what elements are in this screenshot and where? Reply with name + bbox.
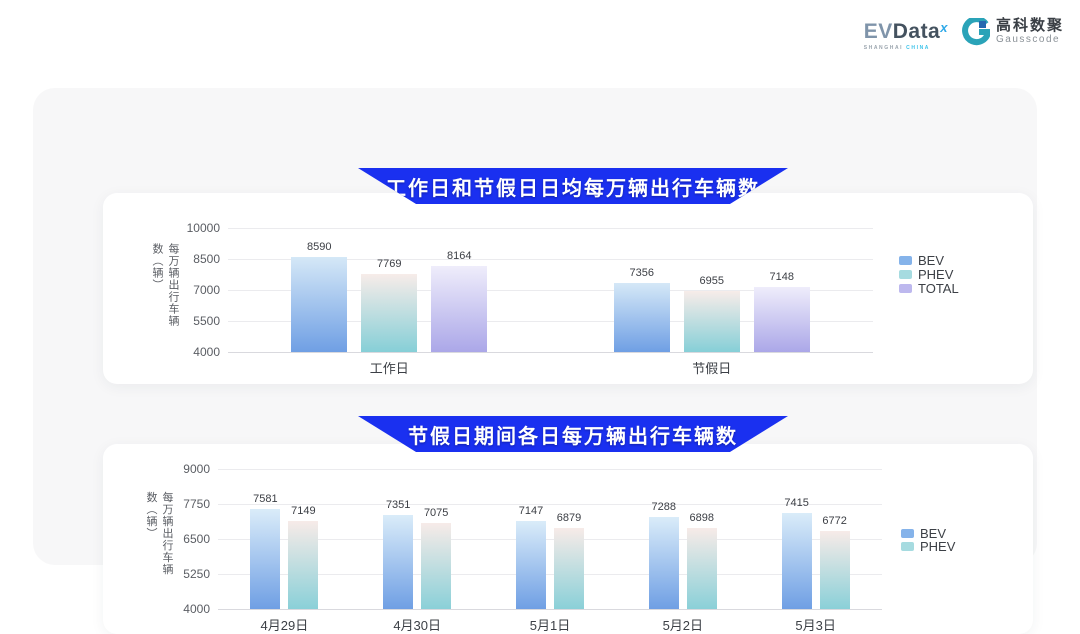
x-category-label: 5月3日 (795, 618, 836, 633)
evdata-sub-shanghai: SHANGHAI (863, 45, 904, 51)
bar-value-label: 7415 (784, 497, 809, 510)
chart1-card: 4000 5500 7000 8500 10000 每万辆出行车辆数（辆） 8590 7769… (103, 193, 1033, 384)
legend-swatch (899, 270, 912, 279)
bar-value-label: 7075 (423, 506, 449, 519)
bar-phev (554, 528, 584, 609)
legend-swatch (901, 542, 914, 551)
bar-value-label: 7351 (385, 499, 411, 512)
bar-phev (421, 522, 452, 609)
gridline (228, 228, 873, 229)
bar-total (753, 286, 810, 352)
evdata-logo: EVDatax SHANGHAI CHINA (864, 18, 948, 51)
chart1-title: 工作日和节假日日均每万辆出行车辆数 (386, 177, 760, 200)
bar-bev (516, 520, 546, 609)
x-category-label: 4月29日 (260, 618, 309, 633)
bar-value-label: 6898 (689, 511, 715, 524)
bar-bev (383, 515, 414, 609)
gridline (218, 504, 882, 505)
bar-value-label: 6879 (556, 512, 582, 525)
bar-value-label: 7147 (518, 504, 544, 517)
bar-value-label: 8164 (447, 249, 472, 262)
gridline (218, 609, 882, 610)
legend-item-phev[interactable]: PHEV (899, 267, 953, 282)
bar-bev (648, 516, 679, 609)
x-category-label: 4月30日 (393, 618, 442, 633)
bar-phev (819, 531, 850, 609)
y-tick-label: 10000 (186, 221, 220, 235)
bar-bev (250, 508, 281, 609)
y-tick-label: 5250 (183, 567, 210, 581)
chart1-title-banner: 工作日和节假日日均每万辆出行车辆数 (358, 168, 788, 204)
gridline (218, 539, 882, 540)
bar-phev (288, 520, 319, 609)
x-category-label: 节假日 (692, 361, 732, 376)
bar-value-label: 7356 (629, 266, 654, 279)
bar-bev (781, 513, 812, 609)
bar-value-label: 6772 (822, 515, 847, 528)
y-tick-label: 7750 (183, 497, 210, 511)
y-tick-label: 6500 (183, 532, 210, 546)
y-axis-title: 每万辆出行车辆数（辆） (151, 243, 179, 327)
y-tick-label: 7000 (193, 283, 220, 297)
bar-value-label: 8590 (307, 241, 332, 254)
legend-item-phev[interactable]: PHEV (901, 539, 955, 554)
x-category-label: 5月2日 (662, 618, 704, 633)
y-tick-label: 4000 (193, 345, 220, 359)
y-tick-label: 5500 (193, 314, 220, 328)
legend-swatch (899, 284, 912, 293)
gridline (218, 574, 882, 575)
bar-bev (613, 282, 670, 352)
chart2-title: 节假日期间各日每万辆出行车辆数 (408, 425, 738, 448)
chart2-title-banner: 节假日期间各日每万辆出行车辆数 (358, 416, 788, 452)
gausscode-logo: 高科数聚 Gausscode (962, 18, 1064, 46)
bar-phev (361, 274, 418, 352)
y-axis-title: 每万辆出行车辆数（辆） (145, 491, 173, 576)
bar-value-label: 7769 (377, 258, 402, 271)
gridline (228, 290, 873, 291)
bar-phev (683, 290, 740, 352)
legend-swatch (901, 529, 914, 538)
legend-item-bev[interactable]: BEV (899, 253, 944, 268)
evdata-logo-x-mark: x (940, 20, 948, 35)
gridline (228, 321, 873, 322)
gausscode-name-cn: 高科数聚 (995, 17, 1064, 34)
legend-label: PHEV (920, 539, 956, 554)
legend-item-total[interactable]: TOTAL (899, 281, 959, 296)
legend-item-bev[interactable]: BEV (901, 526, 946, 541)
bar-bev (291, 257, 348, 352)
bar-value-label: 7581 (253, 492, 278, 505)
gridline (228, 352, 873, 353)
charts-panel: 工作日和节假日日均每万辆出行车辆数 4000 5500 7000 8500 10000 每… (33, 88, 1037, 634)
legend-label: PHEV (918, 267, 954, 282)
gridline (228, 259, 873, 260)
gausscode-g-icon (962, 18, 990, 46)
bar-value-label: 7148 (769, 270, 794, 283)
gridline (218, 469, 882, 470)
legend-swatch (899, 256, 912, 265)
bar-phev (686, 527, 717, 609)
evdata-logo-wordmark: EVDatax (863, 20, 948, 43)
legend-label: BEV (920, 526, 947, 541)
bar-total (431, 265, 488, 352)
y-tick-label: 4000 (183, 602, 210, 616)
bar-value-label: 7288 (651, 500, 677, 513)
y-tick-label: 8500 (193, 252, 220, 266)
chart2-card: 4000 5250 6500 7750 9000 每万辆出行车辆数（辆） 7581 7149 4… (103, 444, 1033, 634)
evdata-logo-subtext: SHANGHAI CHINA (864, 45, 930, 51)
bar-value-label: 7149 (291, 504, 316, 517)
bar-value-label: 6955 (699, 274, 724, 287)
evdata-sub-china: CHINA (906, 45, 931, 51)
y-tick-label: 9000 (183, 462, 210, 476)
brand-header: EVDatax SHANGHAI CHINA 高科数聚 Gausscode (864, 18, 1064, 52)
legend-label: BEV (918, 253, 945, 268)
legend-label: TOTAL (918, 281, 959, 296)
gausscode-name-en: Gausscode (995, 34, 1061, 45)
x-category-label: 工作日 (369, 361, 409, 376)
evdata-logo-ev: EV (863, 20, 893, 43)
x-category-label: 5月1日 (529, 618, 571, 633)
gausscode-text: 高科数聚 Gausscode (996, 18, 1064, 46)
evdata-logo-data: Data (892, 20, 941, 43)
